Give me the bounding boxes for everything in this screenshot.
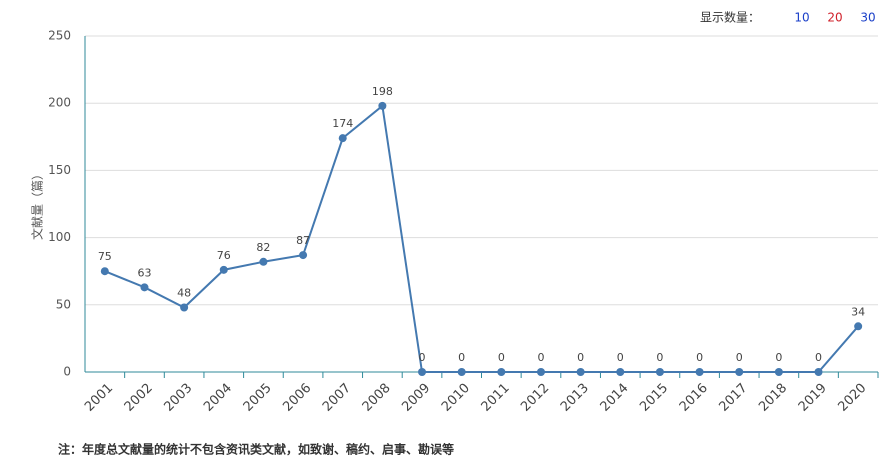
data-label: 0 [815,351,822,364]
point [655,368,664,376]
data-label: 0 [419,351,426,364]
x-tick-label: 2012 [518,381,552,415]
x-tick-label: 2014 [598,381,632,415]
point [140,283,149,292]
point [735,368,744,376]
x-tick-label: 2015 [637,381,671,415]
count-option[interactable]: 20 [827,11,842,25]
x-tick-label: 2006 [280,381,314,415]
x-tick-label: 2019 [796,381,830,415]
point [814,368,823,376]
y-tick-label: 0 [63,365,71,379]
point [378,101,387,110]
data-label: 75 [98,250,112,263]
data-label: 63 [137,266,151,279]
point [418,368,427,376]
y-tick-label: 50 [56,297,71,311]
x-tick-label: 2017 [717,381,751,415]
x-tick-label: 2016 [677,381,711,415]
point [536,368,545,376]
x-tick-label: 2020 [835,381,869,415]
point [616,368,625,376]
point [854,322,863,331]
point [100,267,109,276]
data-label: 76 [217,249,231,262]
point [259,257,268,266]
x-tick-label: 2001 [82,381,116,415]
count-option[interactable]: 10 [794,11,809,25]
data-label: 0 [498,351,505,364]
data-label: 0 [458,351,465,364]
data-label: 0 [775,351,782,364]
point [457,368,466,376]
x-tick-label: 2018 [756,381,790,415]
data-label: 0 [696,351,703,364]
data-label: 0 [656,351,663,364]
x-tick-label: 2009 [399,381,433,415]
point [576,368,585,376]
data-label: 0 [617,351,624,364]
x-tick-label: 2004 [201,381,235,415]
data-label: 0 [577,351,584,364]
data-label: 87 [296,234,310,247]
data-label: 174 [332,117,353,130]
x-tick-label: 2007 [320,381,354,415]
x-tick-label: 2008 [360,381,394,415]
x-tick-label: 2002 [122,381,156,415]
y-tick-label: 150 [48,163,71,177]
data-label: 0 [736,351,743,364]
x-tick-label: 2010 [439,381,473,415]
footnote: 注：年度总文献量的统计不包含资讯类文献，如致谢、稿约、启事、勘误等 [58,442,454,457]
count-option[interactable]: 30 [860,11,875,25]
point [497,368,506,376]
point [219,265,228,274]
data-label: 0 [537,351,544,364]
data-label: 34 [851,305,865,318]
point [338,134,347,143]
data-label: 48 [177,286,191,299]
data-label: 82 [256,241,270,254]
point [695,368,704,376]
series-line [104,104,859,373]
x-tick-label: 2003 [161,381,195,415]
data-label: 198 [372,85,393,98]
controls-label: 显示数量： [700,10,760,25]
x-tick-label: 2005 [241,381,275,415]
point [299,251,308,260]
x-tick-label: 2013 [558,381,592,415]
y-tick-label: 250 [48,29,71,43]
point [180,303,189,312]
y-tick-label: 100 [48,230,71,244]
x-tick-label: 2011 [479,381,513,415]
y-tick-label: 200 [48,96,71,110]
point [774,368,783,376]
y-axis-label: 文献量（篇） [30,168,45,240]
